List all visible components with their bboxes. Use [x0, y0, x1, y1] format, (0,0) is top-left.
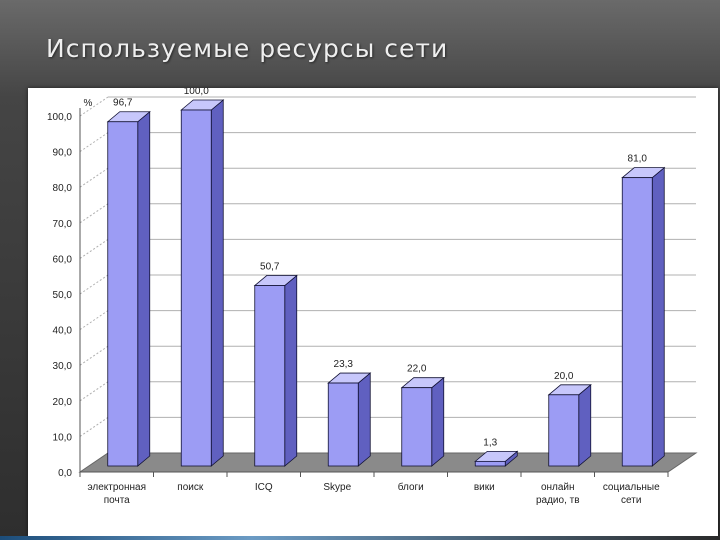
y-tick-label: 90,0 [53, 148, 73, 159]
y-tick-label: 0,0 [58, 468, 72, 479]
bar [621, 177, 653, 467]
y-tick-label: 30,0 [53, 361, 73, 372]
y-tick-label: 80,0 [53, 183, 73, 194]
y-tick-label: 40,0 [53, 326, 73, 337]
x-tick-label: Skype [323, 482, 351, 493]
gridline-depth [79, 381, 109, 402]
slide-title: Используемые ресурсы сети [46, 34, 449, 63]
chart-floor [78, 452, 698, 473]
bar-side [578, 383, 592, 467]
x-tick-label: социальные [603, 482, 660, 493]
y-tick-label: 10,0 [53, 432, 73, 443]
gridline-depth [79, 96, 109, 117]
y-axis-unit: % [84, 98, 93, 109]
bar [327, 382, 359, 467]
bar [548, 394, 580, 467]
bar-chart: 0,0 10,0 20,0 30,0 40,0 50,0 60,0 70,0 80,0 90,0 1… [47, 88, 698, 506]
x-tick-label: радио, тв [536, 495, 580, 506]
y-tick-label: 70,0 [53, 219, 73, 230]
bar [401, 387, 433, 467]
bar [474, 460, 506, 467]
x-tick-label: вики [474, 482, 495, 493]
y-tick-label: 50,0 [53, 290, 73, 301]
gridline-depth [79, 167, 109, 188]
gridline-depth [79, 274, 109, 295]
data-label: 81,0 [628, 154, 648, 165]
gridline-depth [79, 310, 109, 331]
bar-side [431, 376, 445, 467]
data-label: 100,0 [184, 88, 209, 97]
data-label: 50,7 [260, 262, 280, 273]
bar [180, 109, 212, 467]
x-tick-label: сети [621, 495, 641, 506]
y-tick-label: 100,0 [47, 112, 72, 123]
data-label: 96,7 [113, 98, 133, 109]
gridline-depth [79, 203, 109, 224]
gridline-depth [79, 238, 109, 259]
y-tick-label: 20,0 [53, 397, 73, 408]
x-tick-label: почта [104, 495, 130, 506]
data-label: 23,3 [334, 359, 354, 370]
bar-side [284, 274, 298, 467]
y-tick-label: 60,0 [53, 254, 73, 265]
x-tick-label: онлайн [541, 482, 575, 493]
data-label: 1,3 [483, 437, 497, 448]
x-tick-label: ICQ [255, 482, 273, 493]
bar-side [357, 372, 371, 467]
gridline-depth [79, 132, 109, 153]
bar-side [210, 99, 224, 467]
x-tick-label: блоги [398, 481, 424, 493]
slide-bottom-strip [0, 536, 720, 540]
data-label: 22,0 [407, 364, 427, 375]
x-tick-label: электронная [88, 482, 147, 493]
data-label: 20,0 [554, 371, 574, 382]
x-tick-label: поиск [177, 482, 204, 493]
bar-side [651, 166, 665, 467]
gridline-depth [79, 416, 109, 437]
gridline-depth [79, 345, 109, 366]
bar [107, 121, 139, 467]
bar-side [137, 110, 151, 467]
chart-panel: 0,0 10,0 20,0 30,0 40,0 50,0 60,0 70,0 80,0 90,0 1… [28, 88, 718, 540]
bar [254, 285, 286, 467]
